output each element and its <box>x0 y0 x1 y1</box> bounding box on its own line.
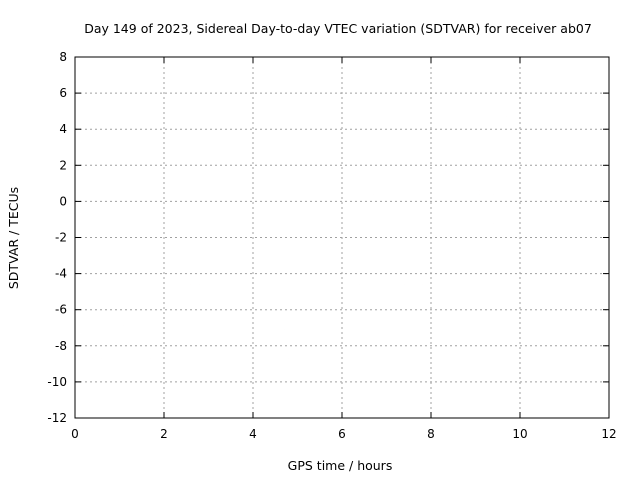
series-trace-11 <box>150 304 262 345</box>
series-trace-14 <box>163 324 262 357</box>
series-trace-13 <box>155 284 262 321</box>
series-trace-29 <box>422 112 529 274</box>
series-trace-16 <box>270 324 347 343</box>
series-trace-5 <box>88 363 102 366</box>
series-trace-26 <box>377 246 414 274</box>
series-trace-18 <box>275 354 316 366</box>
series-trace-9 <box>115 360 151 366</box>
y-axis-label: SDTVAR / TECUs <box>6 187 21 289</box>
x-tick-label: 8 <box>427 427 435 441</box>
y-tick-label: 0 <box>59 194 67 208</box>
series-trace-30 <box>422 132 529 261</box>
y-tick-label: 6 <box>59 86 67 100</box>
x-tick-label: 12 <box>601 427 616 441</box>
series-trace-4 <box>74 354 102 359</box>
x-tick-label: 6 <box>338 427 346 441</box>
series-trace-20 <box>297 297 356 341</box>
x-tick-label: 10 <box>512 427 527 441</box>
series-trace-17 <box>275 334 307 346</box>
y-tick-label: -2 <box>55 231 67 245</box>
chart-title: Day 149 of 2023, Sidereal Day-to-day VTE… <box>84 21 592 36</box>
series-trace-32 <box>453 125 525 245</box>
series-trace-7 <box>115 342 151 345</box>
series-trace-2 <box>74 374 89 386</box>
series-trace-6 <box>115 324 129 328</box>
x-axis-label: GPS time / hours <box>288 458 393 473</box>
series-trace-21 <box>333 302 365 339</box>
series-trace-23 <box>368 176 383 202</box>
series-trace-10 <box>150 306 262 359</box>
series-trace-24 <box>364 302 414 332</box>
series-trace-19 <box>297 255 369 352</box>
series-trace-25 <box>368 284 405 312</box>
x-tick-label: 0 <box>71 427 79 441</box>
grid-layer <box>75 57 609 418</box>
y-tick-label: -6 <box>55 303 67 317</box>
y-tick-label: -8 <box>55 339 67 353</box>
y-tick-label: -12 <box>47 411 67 425</box>
series-trace-15 <box>230 228 258 234</box>
data-layer <box>74 73 529 386</box>
x-tick-label: 4 <box>249 427 257 441</box>
x-tick-label: 2 <box>160 427 168 441</box>
series-trace-27 <box>413 233 440 236</box>
series-trace-34 <box>515 73 529 83</box>
y-tick-label: -10 <box>47 375 67 389</box>
plot-frame <box>74 56 610 419</box>
y-tick-label: 2 <box>59 158 67 172</box>
y-tick-label: 4 <box>59 122 67 136</box>
y-tick-label: 8 <box>59 50 67 64</box>
y-tick-label: -4 <box>55 267 67 281</box>
series-trace-22 <box>341 333 365 343</box>
series-trace-35 <box>497 116 529 126</box>
series-trace-8 <box>115 353 151 357</box>
series-trace-33 <box>484 219 507 254</box>
series-trace-31 <box>430 172 529 247</box>
